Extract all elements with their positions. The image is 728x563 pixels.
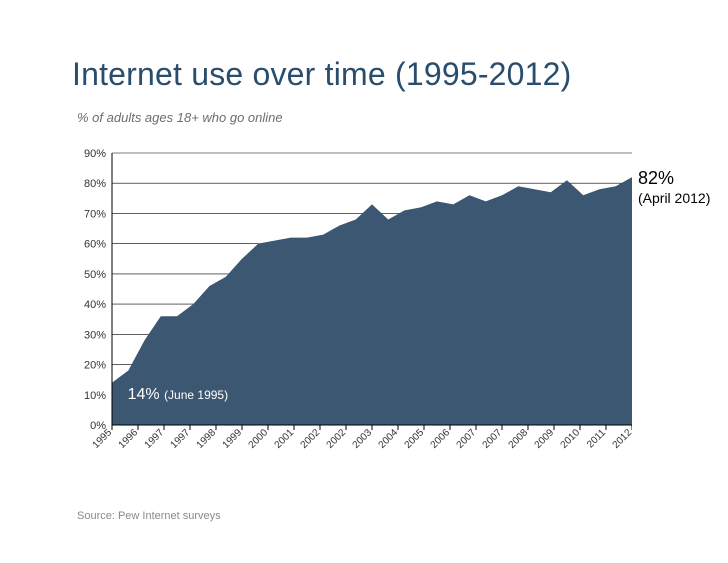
y-tick-label: 40%: [84, 299, 106, 311]
x-tick-label: 2006: [429, 427, 453, 451]
x-tick-label: 1998: [195, 427, 219, 451]
x-tick-label: 2011: [585, 427, 608, 450]
end-annotation-paren: (April 2012): [638, 190, 710, 206]
chart-area: 0%10%20%30%40%50%60%70%80%90%19951996199…: [72, 145, 632, 475]
y-tick-label: 70%: [84, 208, 106, 220]
x-tick-label: 2000: [247, 427, 271, 451]
x-tick-label: 1999: [221, 427, 245, 451]
x-tick-label: 1996: [117, 427, 141, 451]
y-tick-label: 90%: [84, 148, 106, 160]
x-tick-label: 2004: [377, 427, 401, 451]
y-tick-label: 10%: [84, 390, 106, 402]
page: Internet use over time (1995-2012) % of …: [0, 0, 728, 563]
x-tick-label: 2003: [351, 427, 375, 451]
y-tick-label: 50%: [84, 269, 106, 281]
x-tick-label: 2009: [533, 427, 557, 451]
end-annotation: 82% (April 2012): [638, 167, 710, 207]
y-tick-label: 30%: [84, 329, 106, 341]
y-tick-label: 80%: [84, 178, 106, 190]
end-annotation-value: 82%: [638, 168, 674, 188]
chart-subtitle: % of adults ages 18+ who go online: [77, 110, 283, 125]
x-tick-label: 2001: [273, 427, 297, 451]
x-tick-label: 1997: [169, 427, 193, 451]
y-tick-label: 60%: [84, 239, 106, 251]
y-tick-label: 20%: [84, 360, 106, 372]
x-tick-label: 2012: [611, 427, 632, 451]
start-annotation: 14% (June 1995): [128, 386, 229, 403]
x-tick-label: 2007: [481, 427, 505, 451]
x-tick-label: 2007: [455, 427, 479, 451]
chart-title: Internet use over time (1995-2012): [72, 56, 572, 93]
x-tick-label: 1997: [143, 427, 167, 451]
x-tick-label: 2005: [403, 427, 427, 451]
source-text: Source: Pew Internet surveys: [77, 510, 221, 522]
area-chart-svg: 0%10%20%30%40%50%60%70%80%90%19951996199…: [72, 145, 632, 475]
x-tick-label: 2010: [559, 427, 583, 451]
x-tick-label: 2002: [299, 427, 323, 451]
x-tick-label: 2008: [507, 427, 531, 451]
x-tick-label: 2002: [325, 427, 349, 451]
